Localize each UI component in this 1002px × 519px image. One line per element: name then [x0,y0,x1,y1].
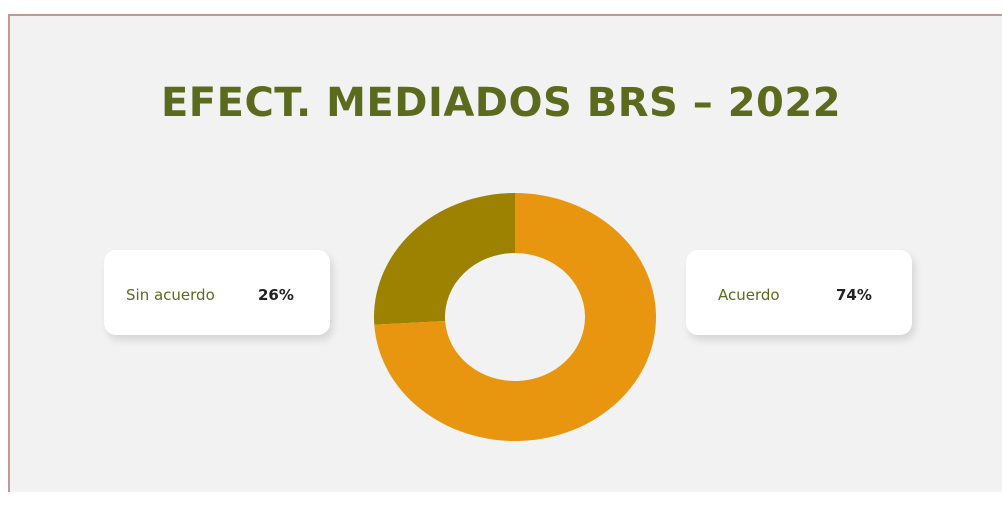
value-label: 26% [258,286,294,304]
value-label: 74% [836,286,872,304]
chart-title: EFECT. MEDIADOS BRS – 2022 [160,80,842,126]
callout: Acuerdo 74% [686,250,912,335]
donut-slice [374,193,515,325]
legend-label: Sin acuerdo [126,286,215,304]
legend-label: Acuerdo [718,286,780,304]
callout: Sin acuerdo 26% [104,250,330,335]
donut-slice [374,193,657,442]
